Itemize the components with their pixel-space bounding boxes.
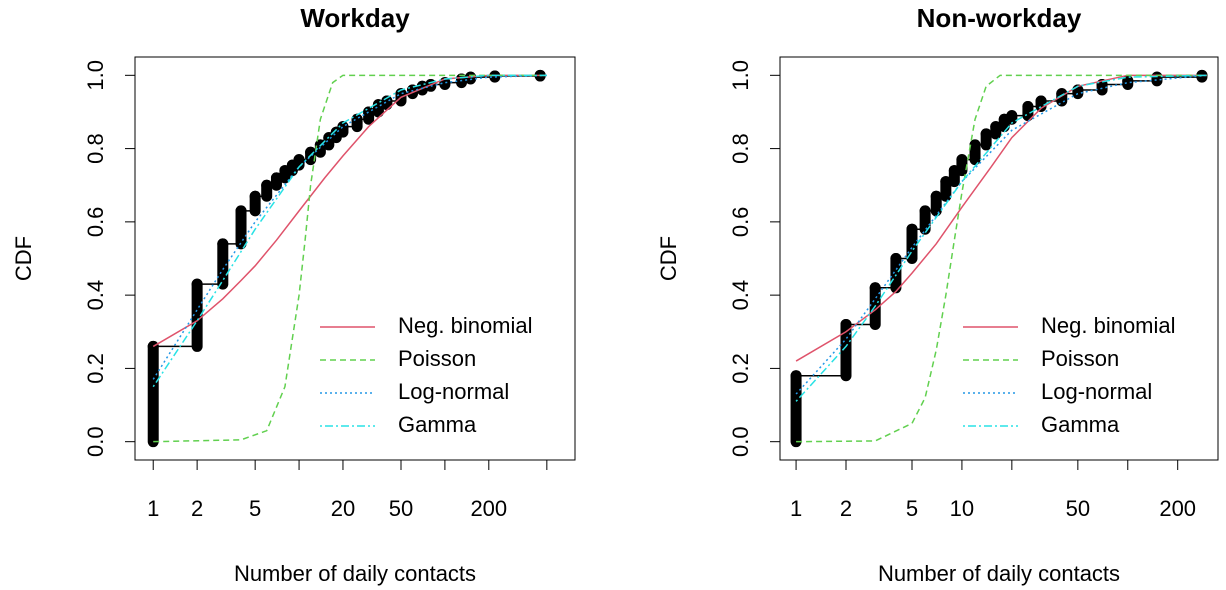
fit-line — [152, 74, 547, 348]
x-tick-label: 50 — [1066, 496, 1090, 521]
fit-line — [795, 74, 1207, 395]
fit-line — [796, 74, 1207, 443]
panel: Workday Number of daily contacts CDF 1 2 5 20 5… — [11, 3, 576, 586]
legend-label: Gamma — [1041, 412, 1120, 437]
x-tick-label: 1 — [790, 496, 802, 521]
x-tick-label: 2 — [840, 496, 852, 521]
y-tick-label: 0.0 — [83, 426, 108, 457]
chart-title: Workday — [300, 3, 410, 33]
legend-label: Neg. binomial — [398, 313, 533, 338]
fit-line — [153, 74, 547, 443]
y-tick-label: 0.2 — [83, 353, 108, 384]
plot-frame — [779, 56, 1219, 461]
x-tick-label: 200 — [1159, 496, 1196, 521]
legend-label: Neg. binomial — [1041, 313, 1176, 338]
legend-label: Log-normal — [1041, 379, 1152, 404]
x-tick-label: 5 — [249, 496, 261, 521]
y-tick-label: 0.6 — [83, 207, 108, 238]
ecdf-step — [152, 75, 541, 442]
y-tick-label: 1.0 — [728, 60, 753, 91]
y-tick-label: 0.8 — [728, 133, 753, 164]
y-tick-label: 0.6 — [728, 207, 753, 238]
x-tick-label: 10 — [950, 496, 974, 521]
legend-label: Log-normal — [398, 379, 509, 404]
fit-line — [795, 74, 1207, 402]
y-tick-label: 0.0 — [728, 426, 753, 457]
panel: Non-workday Number of daily contacts CDF 1 2… — [656, 3, 1219, 586]
x-tick-label: 1 — [147, 496, 159, 521]
fit-line — [152, 74, 547, 388]
chart-title: Non-workday — [917, 3, 1082, 33]
fit-line — [152, 74, 547, 380]
x-tick-label: 2 — [191, 496, 203, 521]
y-tick-label: 0.4 — [83, 280, 108, 311]
x-tick-label: 50 — [389, 496, 413, 521]
legend-label: Gamma — [398, 412, 477, 437]
legend-label: Poisson — [398, 346, 476, 371]
y-tick-label: 0.2 — [728, 353, 753, 384]
legend-label: Poisson — [1041, 346, 1119, 371]
ecdf-step — [795, 75, 1203, 442]
x-tick-label: 200 — [470, 496, 507, 521]
x-tick-label: 20 — [331, 496, 355, 521]
y-axis-label: CDF — [11, 236, 36, 281]
y-tick-label: 0.4 — [728, 280, 753, 311]
y-tick-label: 1.0 — [83, 60, 108, 91]
x-axis-label: Number of daily contacts — [878, 561, 1120, 586]
x-axis-label: Number of daily contacts — [234, 561, 476, 586]
y-tick-label: 0.8 — [83, 133, 108, 164]
x-tick-label: 5 — [906, 496, 918, 521]
y-axis-label: CDF — [656, 236, 681, 281]
